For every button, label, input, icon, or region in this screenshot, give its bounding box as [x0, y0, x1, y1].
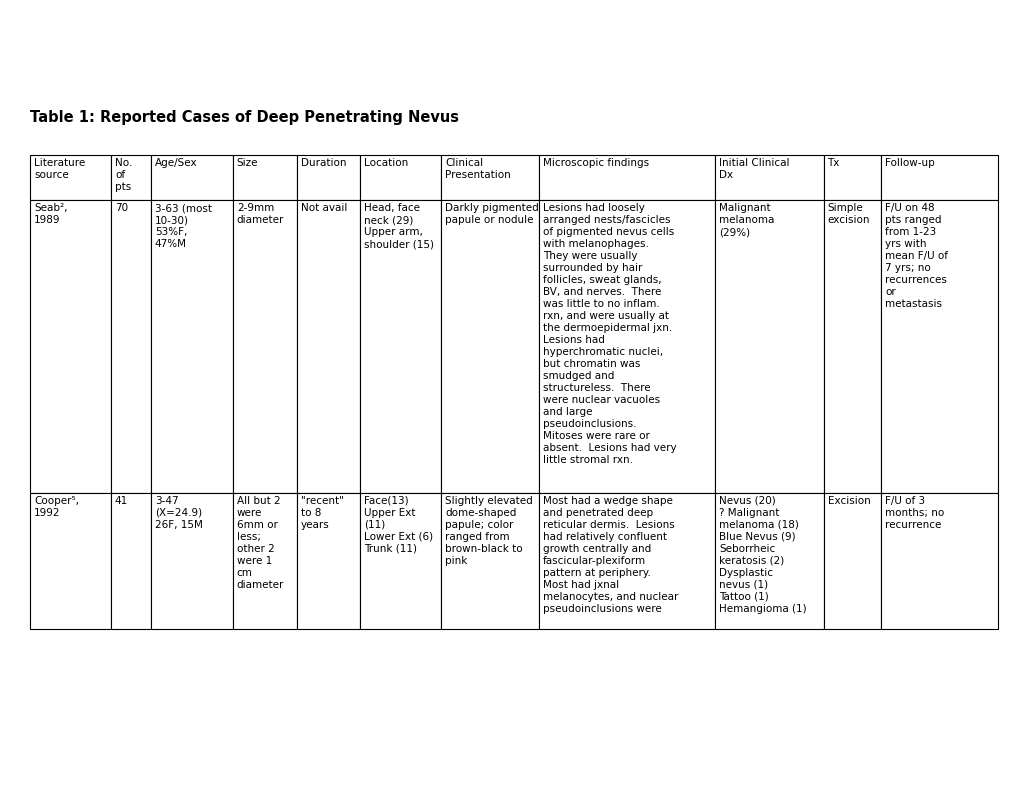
- Bar: [151, 200, 232, 492]
- Text: Head, face
neck (29)
Upper arm,
shoulder (15): Head, face neck (29) Upper arm, shoulder…: [364, 203, 434, 249]
- Text: Location: Location: [364, 158, 408, 168]
- Text: Size: Size: [236, 158, 258, 168]
- Text: Nevus (20)
? Malignant
melanoma (18)
Blue Nevus (9)
Seborrheic
keratosis (2)
Dys: Nevus (20) ? Malignant melanoma (18) Blu…: [718, 496, 806, 614]
- Bar: [714, 200, 822, 492]
- Bar: [538, 492, 714, 629]
- Bar: [714, 492, 822, 629]
- Bar: [880, 200, 997, 492]
- Bar: [30, 492, 111, 629]
- Text: Tx: Tx: [826, 158, 839, 168]
- Text: Darkly pigmented
papule or nodule: Darkly pigmented papule or nodule: [444, 203, 538, 225]
- Bar: [297, 155, 360, 200]
- Text: "recent"
to 8
years: "recent" to 8 years: [301, 496, 343, 530]
- Text: 2-9mm
diameter: 2-9mm diameter: [236, 203, 284, 225]
- Bar: [440, 200, 538, 492]
- Text: Face(13)
Upper Ext
(11)
Lower Ext (6)
Trunk (11): Face(13) Upper Ext (11) Lower Ext (6) Tr…: [364, 496, 433, 553]
- Bar: [232, 155, 297, 200]
- Bar: [538, 155, 714, 200]
- Bar: [30, 155, 111, 200]
- Text: F/U of 3
months; no
recurrence: F/U of 3 months; no recurrence: [884, 496, 944, 530]
- Bar: [30, 200, 111, 492]
- Text: 3-63 (most
10-30)
53%F,
47%M: 3-63 (most 10-30) 53%F, 47%M: [155, 203, 212, 249]
- Text: 70: 70: [115, 203, 128, 213]
- Text: F/U on 48
pts ranged
from 1-23
yrs with
mean F/U of
7 yrs; no
recurrences
or
met: F/U on 48 pts ranged from 1-23 yrs with …: [884, 203, 948, 309]
- Text: 41: 41: [115, 496, 128, 506]
- Bar: [297, 492, 360, 629]
- Bar: [297, 200, 360, 492]
- Text: Literature
source: Literature source: [34, 158, 86, 180]
- Text: Excision: Excision: [826, 496, 869, 506]
- Bar: [360, 155, 440, 200]
- Bar: [360, 200, 440, 492]
- Text: Microscopic findings: Microscopic findings: [542, 158, 648, 168]
- Text: Not avail: Not avail: [301, 203, 347, 213]
- Bar: [714, 155, 822, 200]
- Text: Clinical
Presentation: Clinical Presentation: [444, 158, 511, 180]
- Bar: [880, 155, 997, 200]
- Bar: [880, 492, 997, 629]
- Text: Most had a wedge shape
and penetrated deep
reticular dermis.  Lesions
had relati: Most had a wedge shape and penetrated de…: [542, 496, 678, 614]
- Bar: [440, 492, 538, 629]
- Bar: [822, 200, 880, 492]
- Bar: [111, 492, 151, 629]
- Bar: [360, 492, 440, 629]
- Text: Seab²,
1989: Seab², 1989: [34, 203, 67, 225]
- Bar: [440, 155, 538, 200]
- Text: Initial Clinical
Dx: Initial Clinical Dx: [718, 158, 789, 180]
- Text: Cooper⁵,
1992: Cooper⁵, 1992: [34, 496, 78, 518]
- Bar: [151, 492, 232, 629]
- Text: 3-47
(X=24.9)
26F, 15M: 3-47 (X=24.9) 26F, 15M: [155, 496, 203, 530]
- Text: No.
of
pts: No. of pts: [115, 158, 132, 192]
- Bar: [111, 155, 151, 200]
- Text: Malignant
melanoma
(29%): Malignant melanoma (29%): [718, 203, 773, 237]
- Bar: [232, 200, 297, 492]
- Text: Simple
excision: Simple excision: [826, 203, 869, 225]
- Text: Lesions had loosely
arranged nests/fascicles
of pigmented nevus cells
with melan: Lesions had loosely arranged nests/fasci…: [542, 203, 676, 465]
- Bar: [822, 492, 880, 629]
- Bar: [538, 200, 714, 492]
- Text: Duration: Duration: [301, 158, 346, 168]
- Bar: [151, 155, 232, 200]
- Text: Follow-up: Follow-up: [884, 158, 934, 168]
- Text: Table 1: Reported Cases of Deep Penetrating Nevus: Table 1: Reported Cases of Deep Penetrat…: [30, 110, 459, 125]
- Bar: [111, 200, 151, 492]
- Text: All but 2
were
6mm or
less;
other 2
were 1
cm
diameter: All but 2 were 6mm or less; other 2 were…: [236, 496, 284, 589]
- Text: Slightly elevated
dome-shaped
papule; color
ranged from
brown-black to
pink: Slightly elevated dome-shaped papule; co…: [444, 496, 532, 566]
- Text: Age/Sex: Age/Sex: [155, 158, 198, 168]
- Bar: [232, 492, 297, 629]
- Bar: [822, 155, 880, 200]
